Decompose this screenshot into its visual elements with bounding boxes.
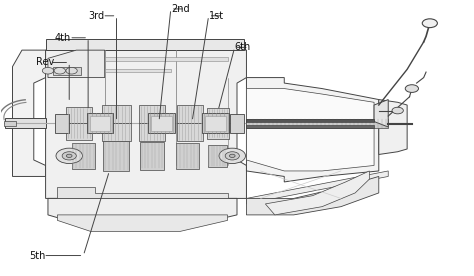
Bar [4, 121, 16, 126]
Polygon shape [374, 100, 388, 127]
Circle shape [56, 148, 82, 164]
Bar [208, 108, 229, 123]
Bar [72, 143, 95, 169]
Polygon shape [246, 89, 374, 171]
Text: 6th: 6th [235, 43, 251, 52]
Text: 2nd: 2nd [171, 4, 190, 14]
Bar [139, 123, 165, 141]
Circle shape [219, 148, 246, 164]
Bar [102, 123, 131, 141]
Bar [140, 142, 164, 169]
Circle shape [54, 67, 65, 74]
Bar [246, 119, 374, 122]
Circle shape [229, 154, 235, 158]
Circle shape [42, 67, 54, 74]
Bar [66, 123, 91, 139]
Polygon shape [265, 171, 369, 215]
Text: 1st: 1st [209, 11, 224, 21]
Polygon shape [57, 215, 228, 231]
Polygon shape [12, 50, 46, 176]
Bar [175, 143, 199, 169]
Bar [246, 119, 388, 128]
Bar [208, 123, 229, 139]
Polygon shape [48, 50, 105, 78]
Polygon shape [379, 100, 407, 155]
Polygon shape [246, 171, 388, 204]
Circle shape [66, 67, 77, 74]
Polygon shape [46, 50, 246, 198]
Polygon shape [57, 187, 228, 198]
Bar [87, 113, 113, 133]
Polygon shape [246, 176, 379, 215]
Bar [66, 107, 91, 123]
Bar [105, 57, 228, 61]
Bar [148, 113, 174, 133]
Text: 5th: 5th [29, 251, 46, 261]
Bar [102, 105, 131, 123]
Bar [5, 118, 46, 128]
Bar [53, 67, 81, 75]
Bar [103, 141, 129, 171]
Bar [177, 123, 203, 141]
Circle shape [66, 154, 72, 158]
Circle shape [225, 152, 239, 160]
Bar [205, 116, 226, 131]
Polygon shape [48, 198, 237, 226]
Text: 4th: 4th [55, 33, 71, 43]
Circle shape [62, 152, 76, 160]
Bar [246, 125, 374, 128]
Text: Rev: Rev [36, 57, 55, 67]
Bar [105, 69, 171, 72]
Bar [90, 116, 110, 131]
Bar [177, 105, 203, 123]
Bar [151, 116, 172, 131]
Bar [139, 105, 165, 123]
Circle shape [405, 85, 419, 92]
Bar [46, 39, 244, 50]
Bar [55, 114, 69, 132]
Circle shape [422, 19, 438, 28]
Polygon shape [246, 78, 379, 182]
Bar [230, 114, 244, 132]
Circle shape [392, 107, 403, 114]
Bar [202, 113, 229, 133]
Bar [208, 145, 227, 167]
Text: 3rd: 3rd [88, 11, 104, 21]
